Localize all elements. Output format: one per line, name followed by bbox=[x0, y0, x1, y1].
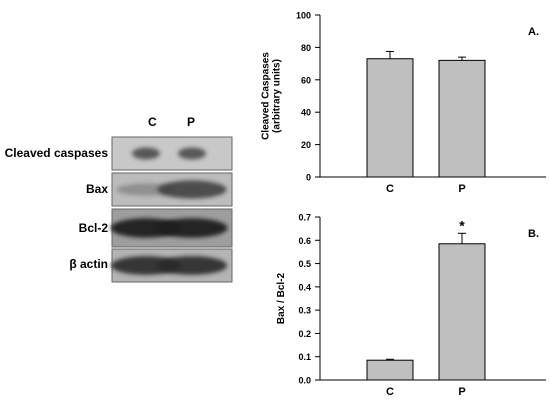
x-tick-label-c: C bbox=[386, 386, 394, 398]
blot-lane-label-c: C bbox=[148, 115, 157, 129]
y-tick-label: 40 bbox=[301, 108, 311, 118]
y-tick-label: 80 bbox=[301, 43, 311, 53]
panel-label: A. bbox=[528, 26, 539, 38]
bar-p bbox=[438, 243, 486, 381]
y-tick-label: 60 bbox=[301, 75, 311, 85]
chart-panel-a: 0 20 40 60 80 100 Cleaved Caspases (arbitrary u… bbox=[261, 11, 546, 195]
significance-marker: * bbox=[459, 217, 465, 233]
blot-band-row0-lane0 bbox=[132, 147, 160, 160]
x-tick-label-c: C bbox=[386, 183, 394, 195]
blot-band-row3-lane1 bbox=[157, 256, 227, 275]
y-tick-label: 0.6 bbox=[298, 236, 311, 246]
y-tick-label: 0.5 bbox=[298, 259, 311, 269]
blot-rows bbox=[110, 136, 233, 283]
blot-band-row2-lane1 bbox=[156, 218, 228, 238]
panel-label: B. bbox=[528, 228, 539, 240]
y-axis-label: Bax / Bcl-2 bbox=[276, 272, 287, 324]
y-tick-label: 100 bbox=[296, 11, 311, 21]
y-tick-label: 0.0 bbox=[298, 376, 311, 386]
x-tick-label-p: P bbox=[458, 386, 465, 398]
y-axis-label: Cleaved Caspases bbox=[261, 52, 272, 140]
bar-c bbox=[366, 58, 414, 178]
bar-p bbox=[438, 59, 486, 178]
blot-band-row1-lane1 bbox=[157, 180, 227, 199]
y-tick-label: 0.2 bbox=[298, 329, 311, 339]
chart-panel-b: 0.0 0.1 0.2 0.3 0.4 0.5 0.6 0.7 Bax / Bcl-2 C P * B. bbox=[276, 213, 546, 398]
y-tick-label: 0.1 bbox=[298, 352, 311, 362]
blot-lane-label-p: P bbox=[187, 115, 196, 129]
y-tick-label: 0.4 bbox=[298, 282, 311, 292]
blot-row-label-bcl2: Bcl-2 bbox=[78, 221, 108, 235]
y-tick-label: 20 bbox=[301, 140, 311, 150]
x-tick-label-p: P bbox=[458, 183, 465, 195]
y-tick-label: 0 bbox=[306, 173, 311, 183]
blot-row-label-bax: Bax bbox=[85, 182, 108, 196]
bar-c bbox=[366, 359, 414, 381]
blot-band-row0-lane1 bbox=[178, 147, 206, 160]
blot-row-label-beta-actin: β actin bbox=[69, 257, 108, 271]
y-axis-label: (arbitrary units) bbox=[272, 59, 283, 133]
y-tick-label: 0.3 bbox=[298, 306, 311, 316]
blot-row-label-cleaved-caspases: Cleaved caspases bbox=[4, 146, 108, 160]
y-tick-label: 0.7 bbox=[298, 213, 311, 223]
